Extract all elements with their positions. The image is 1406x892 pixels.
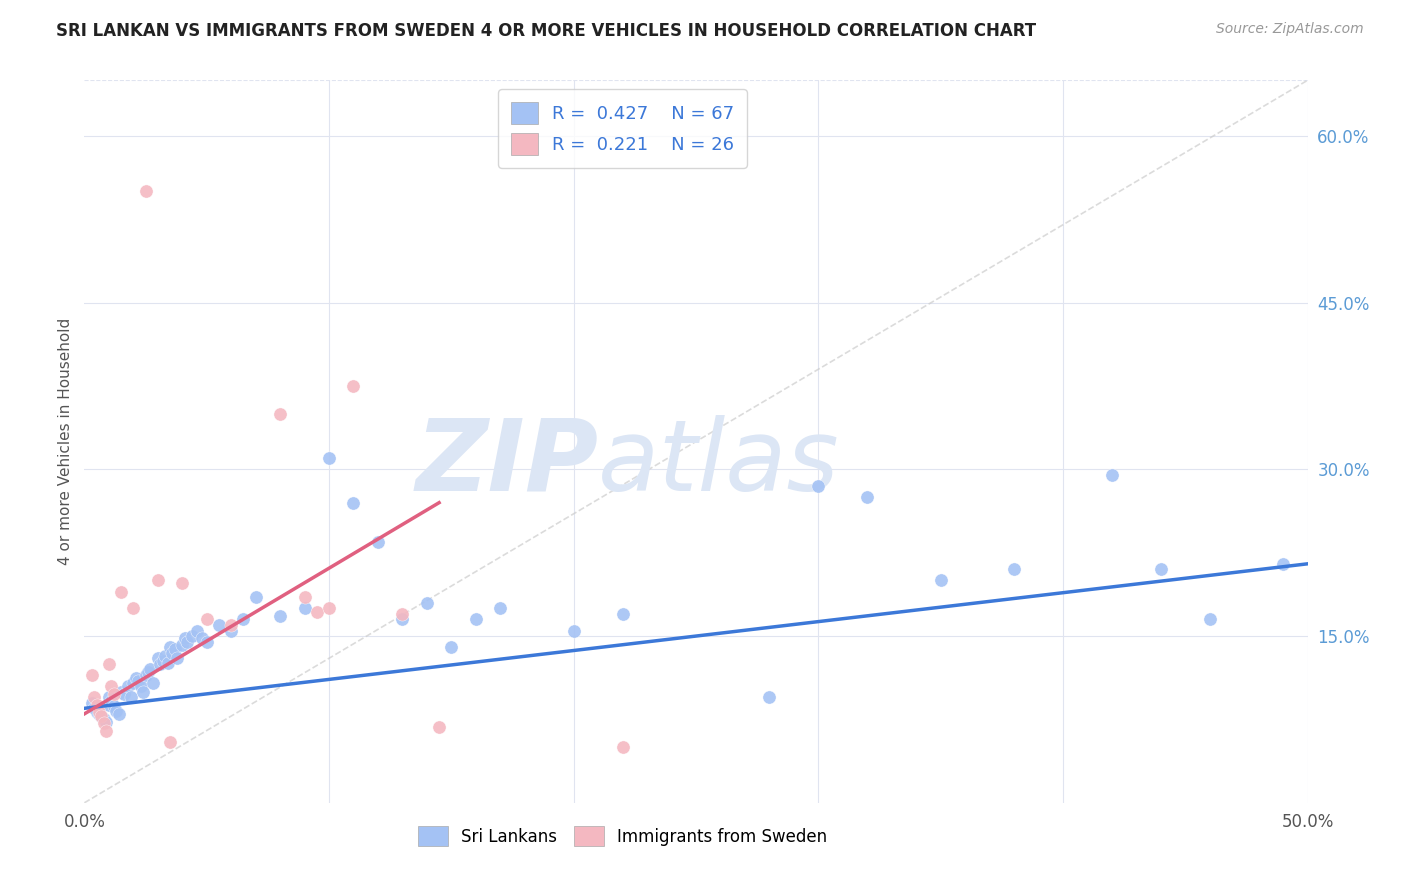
Point: [142, 675, 165, 690]
Point: [136, 665, 159, 679]
Point: [129, 679, 152, 693]
Point: [127, 673, 149, 688]
Point: [427, 720, 450, 734]
Point: [100, 679, 122, 693]
Point: [153, 649, 176, 664]
Point: [562, 624, 585, 638]
Point: [122, 675, 145, 690]
Point: [294, 601, 316, 615]
Point: [1272, 557, 1295, 571]
Point: [186, 624, 208, 638]
Point: [391, 607, 413, 621]
Point: [191, 632, 214, 646]
Point: [162, 646, 184, 660]
Point: [166, 651, 188, 665]
Point: [318, 451, 340, 466]
Point: [245, 590, 267, 604]
Y-axis label: 4 or more Vehicles in Household: 4 or more Vehicles in Household: [58, 318, 73, 566]
Text: ZIP: ZIP: [415, 415, 598, 512]
Point: [305, 605, 328, 619]
Point: [97, 690, 120, 705]
Point: [103, 699, 125, 714]
Point: [90, 709, 112, 723]
Point: [318, 601, 340, 615]
Text: SRI LANKAN VS IMMIGRANTS FROM SWEDEN 4 OR MORE VEHICLES IN HOUSEHOLD CORRELATION: SRI LANKAN VS IMMIGRANTS FROM SWEDEN 4 O…: [56, 22, 1036, 40]
Point: [125, 671, 148, 685]
Point: [152, 653, 174, 667]
Point: [87, 706, 110, 721]
Point: [112, 687, 135, 701]
Point: [87, 705, 110, 719]
Point: [1101, 467, 1123, 482]
Text: atlas: atlas: [598, 415, 839, 512]
Point: [464, 612, 486, 626]
Point: [342, 379, 364, 393]
Point: [103, 687, 125, 701]
Point: [96, 723, 118, 738]
Point: [100, 693, 122, 707]
Point: [135, 185, 157, 199]
Point: [208, 618, 231, 632]
Point: [195, 612, 218, 626]
Point: [391, 612, 413, 626]
Point: [80, 668, 103, 682]
Point: [342, 496, 364, 510]
Point: [122, 601, 145, 615]
Point: [107, 706, 129, 721]
Point: [117, 679, 139, 693]
Point: [139, 662, 162, 676]
Point: [97, 698, 120, 712]
Point: [173, 632, 195, 646]
Legend: Sri Lankans, Immigrants from Sweden: Sri Lankans, Immigrants from Sweden: [411, 820, 834, 852]
Point: [163, 642, 186, 657]
Point: [1198, 612, 1220, 626]
Point: [110, 584, 132, 599]
Point: [269, 407, 291, 421]
Point: [156, 656, 179, 670]
Point: [83, 701, 105, 715]
Point: [195, 634, 218, 648]
Point: [159, 734, 181, 748]
Point: [367, 534, 389, 549]
Point: [294, 590, 316, 604]
Point: [489, 601, 512, 615]
Point: [80, 696, 103, 710]
Point: [149, 657, 172, 671]
Point: [93, 713, 115, 727]
Point: [105, 704, 128, 718]
Point: [416, 596, 439, 610]
Point: [86, 698, 108, 712]
Point: [440, 640, 463, 655]
Point: [929, 574, 952, 588]
Point: [219, 618, 242, 632]
Point: [135, 668, 157, 682]
Point: [159, 640, 181, 655]
Point: [176, 634, 198, 648]
Point: [1002, 562, 1025, 576]
Point: [856, 490, 879, 504]
Text: Source: ZipAtlas.com: Source: ZipAtlas.com: [1216, 22, 1364, 37]
Point: [86, 705, 108, 719]
Point: [232, 612, 254, 626]
Point: [96, 714, 118, 729]
Point: [146, 574, 169, 588]
Point: [172, 575, 194, 590]
Point: [219, 624, 242, 638]
Point: [90, 709, 112, 723]
Point: [132, 684, 155, 698]
Point: [110, 684, 132, 698]
Point: [172, 638, 194, 652]
Point: [83, 690, 105, 705]
Point: [612, 607, 634, 621]
Point: [181, 629, 204, 643]
Point: [807, 479, 830, 493]
Point: [146, 651, 169, 665]
Point: [612, 740, 634, 755]
Point: [120, 690, 142, 705]
Point: [269, 609, 291, 624]
Point: [97, 657, 120, 671]
Point: [758, 690, 780, 705]
Point: [1150, 562, 1173, 576]
Point: [93, 715, 115, 730]
